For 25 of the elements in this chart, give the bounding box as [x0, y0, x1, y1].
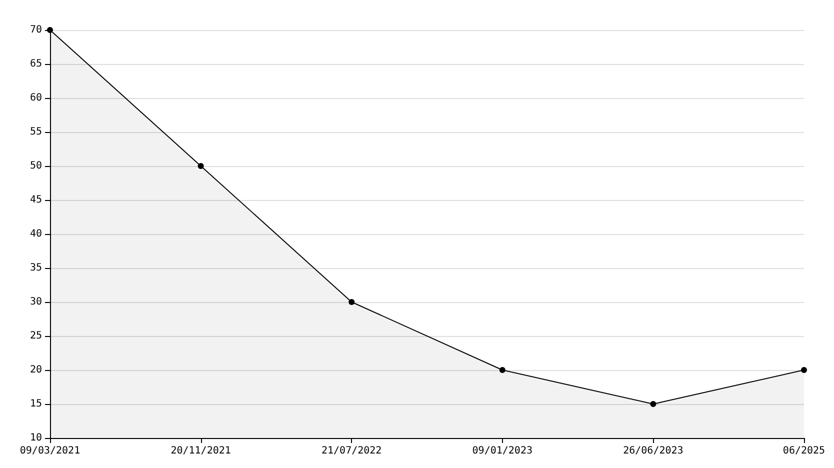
- point: [499, 367, 506, 373]
- y-tick-label: 45: [30, 194, 42, 206]
- y-tick-label: 15: [30, 398, 42, 410]
- x-tick-label: 21/07/2022: [321, 446, 382, 456]
- x-tick-label: 20/11/2021: [170, 446, 231, 456]
- y-tick-label: 10: [30, 432, 42, 444]
- y-tick-label: 55: [30, 126, 42, 138]
- y-tick-label: 40: [30, 228, 42, 240]
- point: [801, 367, 807, 373]
- x-tick-label: 09/03/2021: [20, 446, 80, 456]
- y-tick-label: 70: [30, 24, 42, 36]
- point: [348, 299, 355, 305]
- y-tick-label: 50: [30, 160, 42, 172]
- point: [47, 27, 53, 33]
- y-tick-label: 20: [30, 364, 42, 376]
- point: [650, 401, 656, 407]
- y-tick-label: 60: [30, 92, 42, 104]
- y-tick-label: 30: [30, 296, 42, 308]
- y-tick-label: 25: [30, 330, 42, 342]
- x-tick-label: 26/06/2023: [623, 446, 684, 456]
- x-tick-label: 06/2025: [782, 446, 826, 456]
- point: [198, 163, 204, 169]
- y-tick-label: 35: [30, 262, 42, 274]
- y-tick-label: 65: [30, 58, 42, 70]
- x-tick-label: 09/01/2023: [472, 446, 533, 456]
